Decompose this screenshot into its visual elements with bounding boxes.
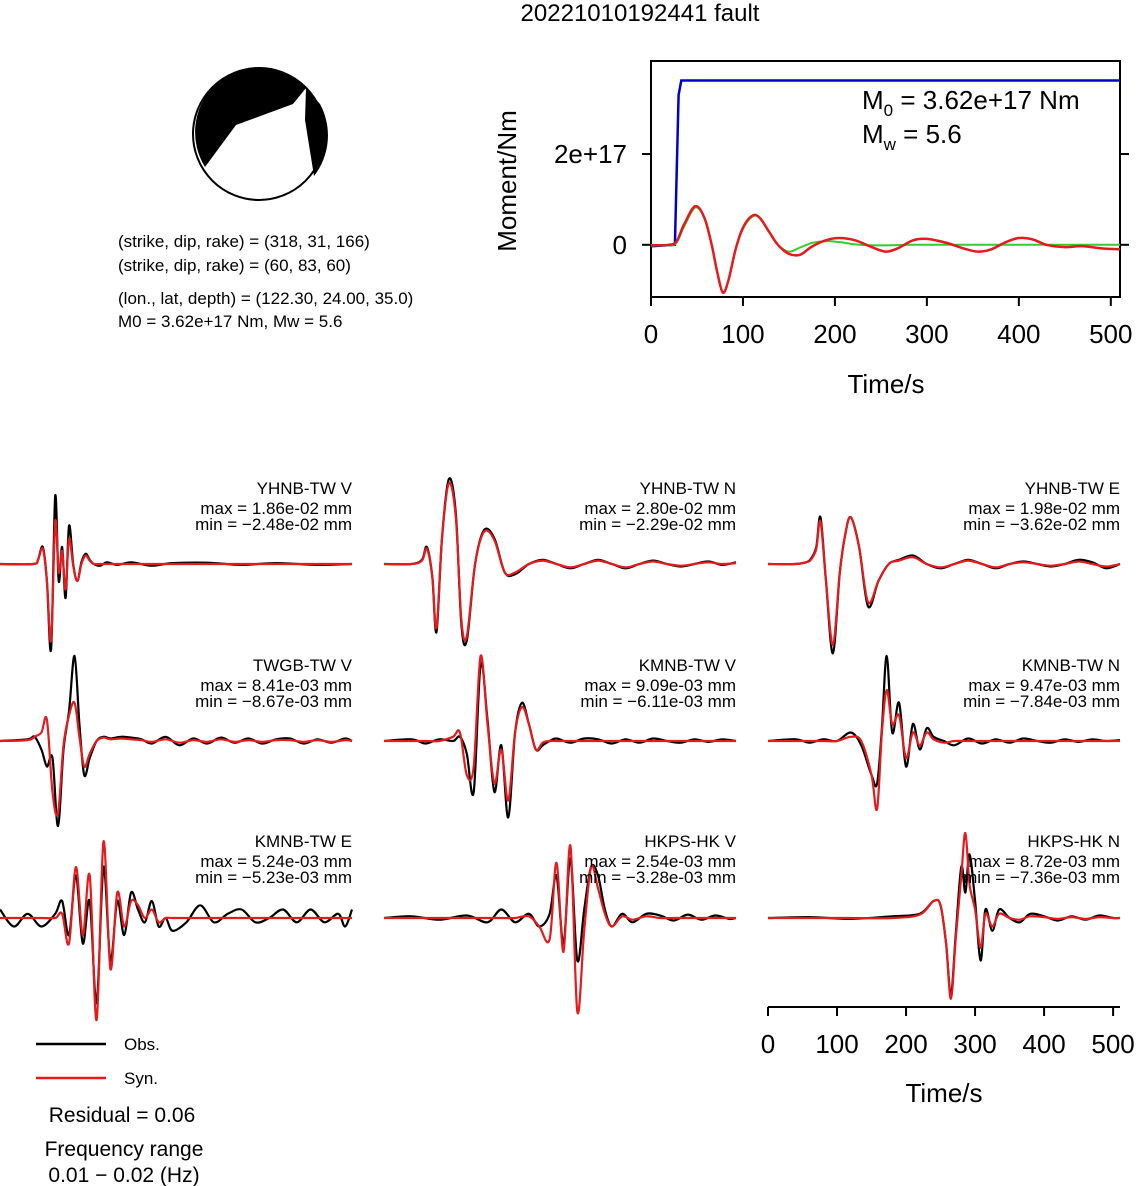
station-label: HKPS-HK N [1027,832,1120,851]
time-tick-label: 500 [1091,1029,1134,1059]
time-axis-ticks: 0 100 200 300 400 500 [761,1007,1135,1059]
min-label: min = −6.11e-03 mm [580,692,736,711]
station-label: KMNB-TW N [1022,656,1120,675]
time-tick-label: 200 [884,1029,927,1059]
figure-title: 20221010192441 fault [521,0,760,27]
legend-syn-label: Syn. [124,1069,158,1088]
moment-xlabel: Time/s [847,369,924,399]
station-label: KMNB-TW V [639,656,737,675]
trace-obs [767,654,1121,788]
moment-plot: 0 2e+17 0 100 200 300 400 500 Moment/Nm Time/s… [492,60,1132,399]
x-tick-label: 0 [644,319,658,349]
time-tick-label: 0 [761,1029,775,1059]
time-tick-label: 400 [1022,1029,1065,1059]
station-label: TWGB-TW V [253,656,353,675]
min-label: min = −7.36e-03 mm [963,868,1120,887]
max-label: max = 8.41e-03 mm [200,676,352,695]
mech-plane1: (strike, dip, rake) = (318, 31, 166) [118,232,370,251]
station-label: YHNB-TW N [640,479,736,498]
trace-syn [384,654,736,802]
y-tick-label: 2e+17 [554,139,627,169]
moment-series [650,79,1121,294]
min-label: min = −2.48e-02 mm [195,515,352,534]
min-label: min = −8.67e-03 mm [195,692,352,711]
trace-obs [383,857,737,963]
waveform-time-axis: 0 100 200 300 400 500 Time/s [761,1006,1135,1108]
station-label: KMNB-TW E [255,832,352,851]
max-label: max = 2.80e-02 mm [584,499,736,518]
beachball-compression-b [305,88,328,176]
moment-x-ticks: 0 100 200 300 400 500 [644,297,1132,349]
beachball-compression-a [195,68,306,167]
min-label: min = −5.23e-03 mm [195,868,352,887]
x-tick-label: 500 [1089,319,1132,349]
trace-obs [767,515,1121,655]
max-label: max = 9.47e-03 mm [968,676,1120,695]
moment-y-ticks: 0 2e+17 [554,139,1129,260]
moment-plot-frame [650,60,1121,298]
moment-ylabel: Moment/Nm [492,110,522,252]
mech-moment: M0 = 3.62e+17 Nm, Mw = 5.6 [118,312,342,331]
time-tick-label: 300 [953,1029,996,1059]
max-label: max = 1.98e-02 mm [968,499,1120,518]
legend-obs-label: Obs. [124,1035,160,1054]
legend: Obs. Syn. [36,1035,160,1088]
trace-obs [0,865,354,1005]
max-label: max = 9.09e-03 mm [584,676,736,695]
beachball [192,67,328,201]
time-tick-label: 100 [815,1029,858,1059]
trace-syn [0,519,352,643]
min-label: min = −7.84e-03 mm [963,692,1120,711]
trace-syn [768,831,1121,1000]
min-label: min = −3.28e-03 mm [579,868,736,887]
station-label: HKPS-HK V [644,832,736,851]
station-label: YHNB-TW V [257,479,353,498]
trace-syn [768,688,1120,812]
min-label: min = −3.62e-02 mm [963,515,1120,534]
max-label: max = 5.24e-03 mm [200,852,352,871]
x-tick-label: 200 [813,319,856,349]
trace-syn [0,700,353,817]
series-rate_fit [650,206,1120,294]
station-label: YHNB-TW E [1025,479,1120,498]
frequency-title: Frequency range [45,1138,204,1161]
x-tick-label: 300 [905,319,948,349]
time-axis-label: Time/s [905,1078,982,1108]
x-tick-label: 100 [721,319,764,349]
max-label: max = 2.54e-03 mm [584,852,736,871]
mech-plane2: (strike, dip, rake) = (60, 83, 60) [118,256,351,275]
mech-location: (lon., lat, depth) = (122.30, 24.00, 35.… [118,289,413,308]
y-tick-label: 0 [613,230,627,260]
annotation-mw: Mw = 5.6 [862,119,962,154]
trace-syn [384,844,736,1015]
frequency-range: 0.01 − 0.02 (Hz) [48,1164,199,1186]
trace-syn [383,481,737,642]
min-label: min = −2.29e-02 mm [579,515,736,534]
max-label: max = 1.86e-02 mm [200,499,352,518]
series-rate [650,204,1121,294]
max-label: max = 8.72e-03 mm [968,852,1120,871]
x-tick-label: 400 [997,319,1040,349]
annotation-m0: M0 = 3.62e+17 Nm [862,85,1080,120]
trace-syn [767,515,1121,646]
residual-text: Residual = 0.06 [49,1104,196,1127]
trace-syn [0,840,352,1022]
